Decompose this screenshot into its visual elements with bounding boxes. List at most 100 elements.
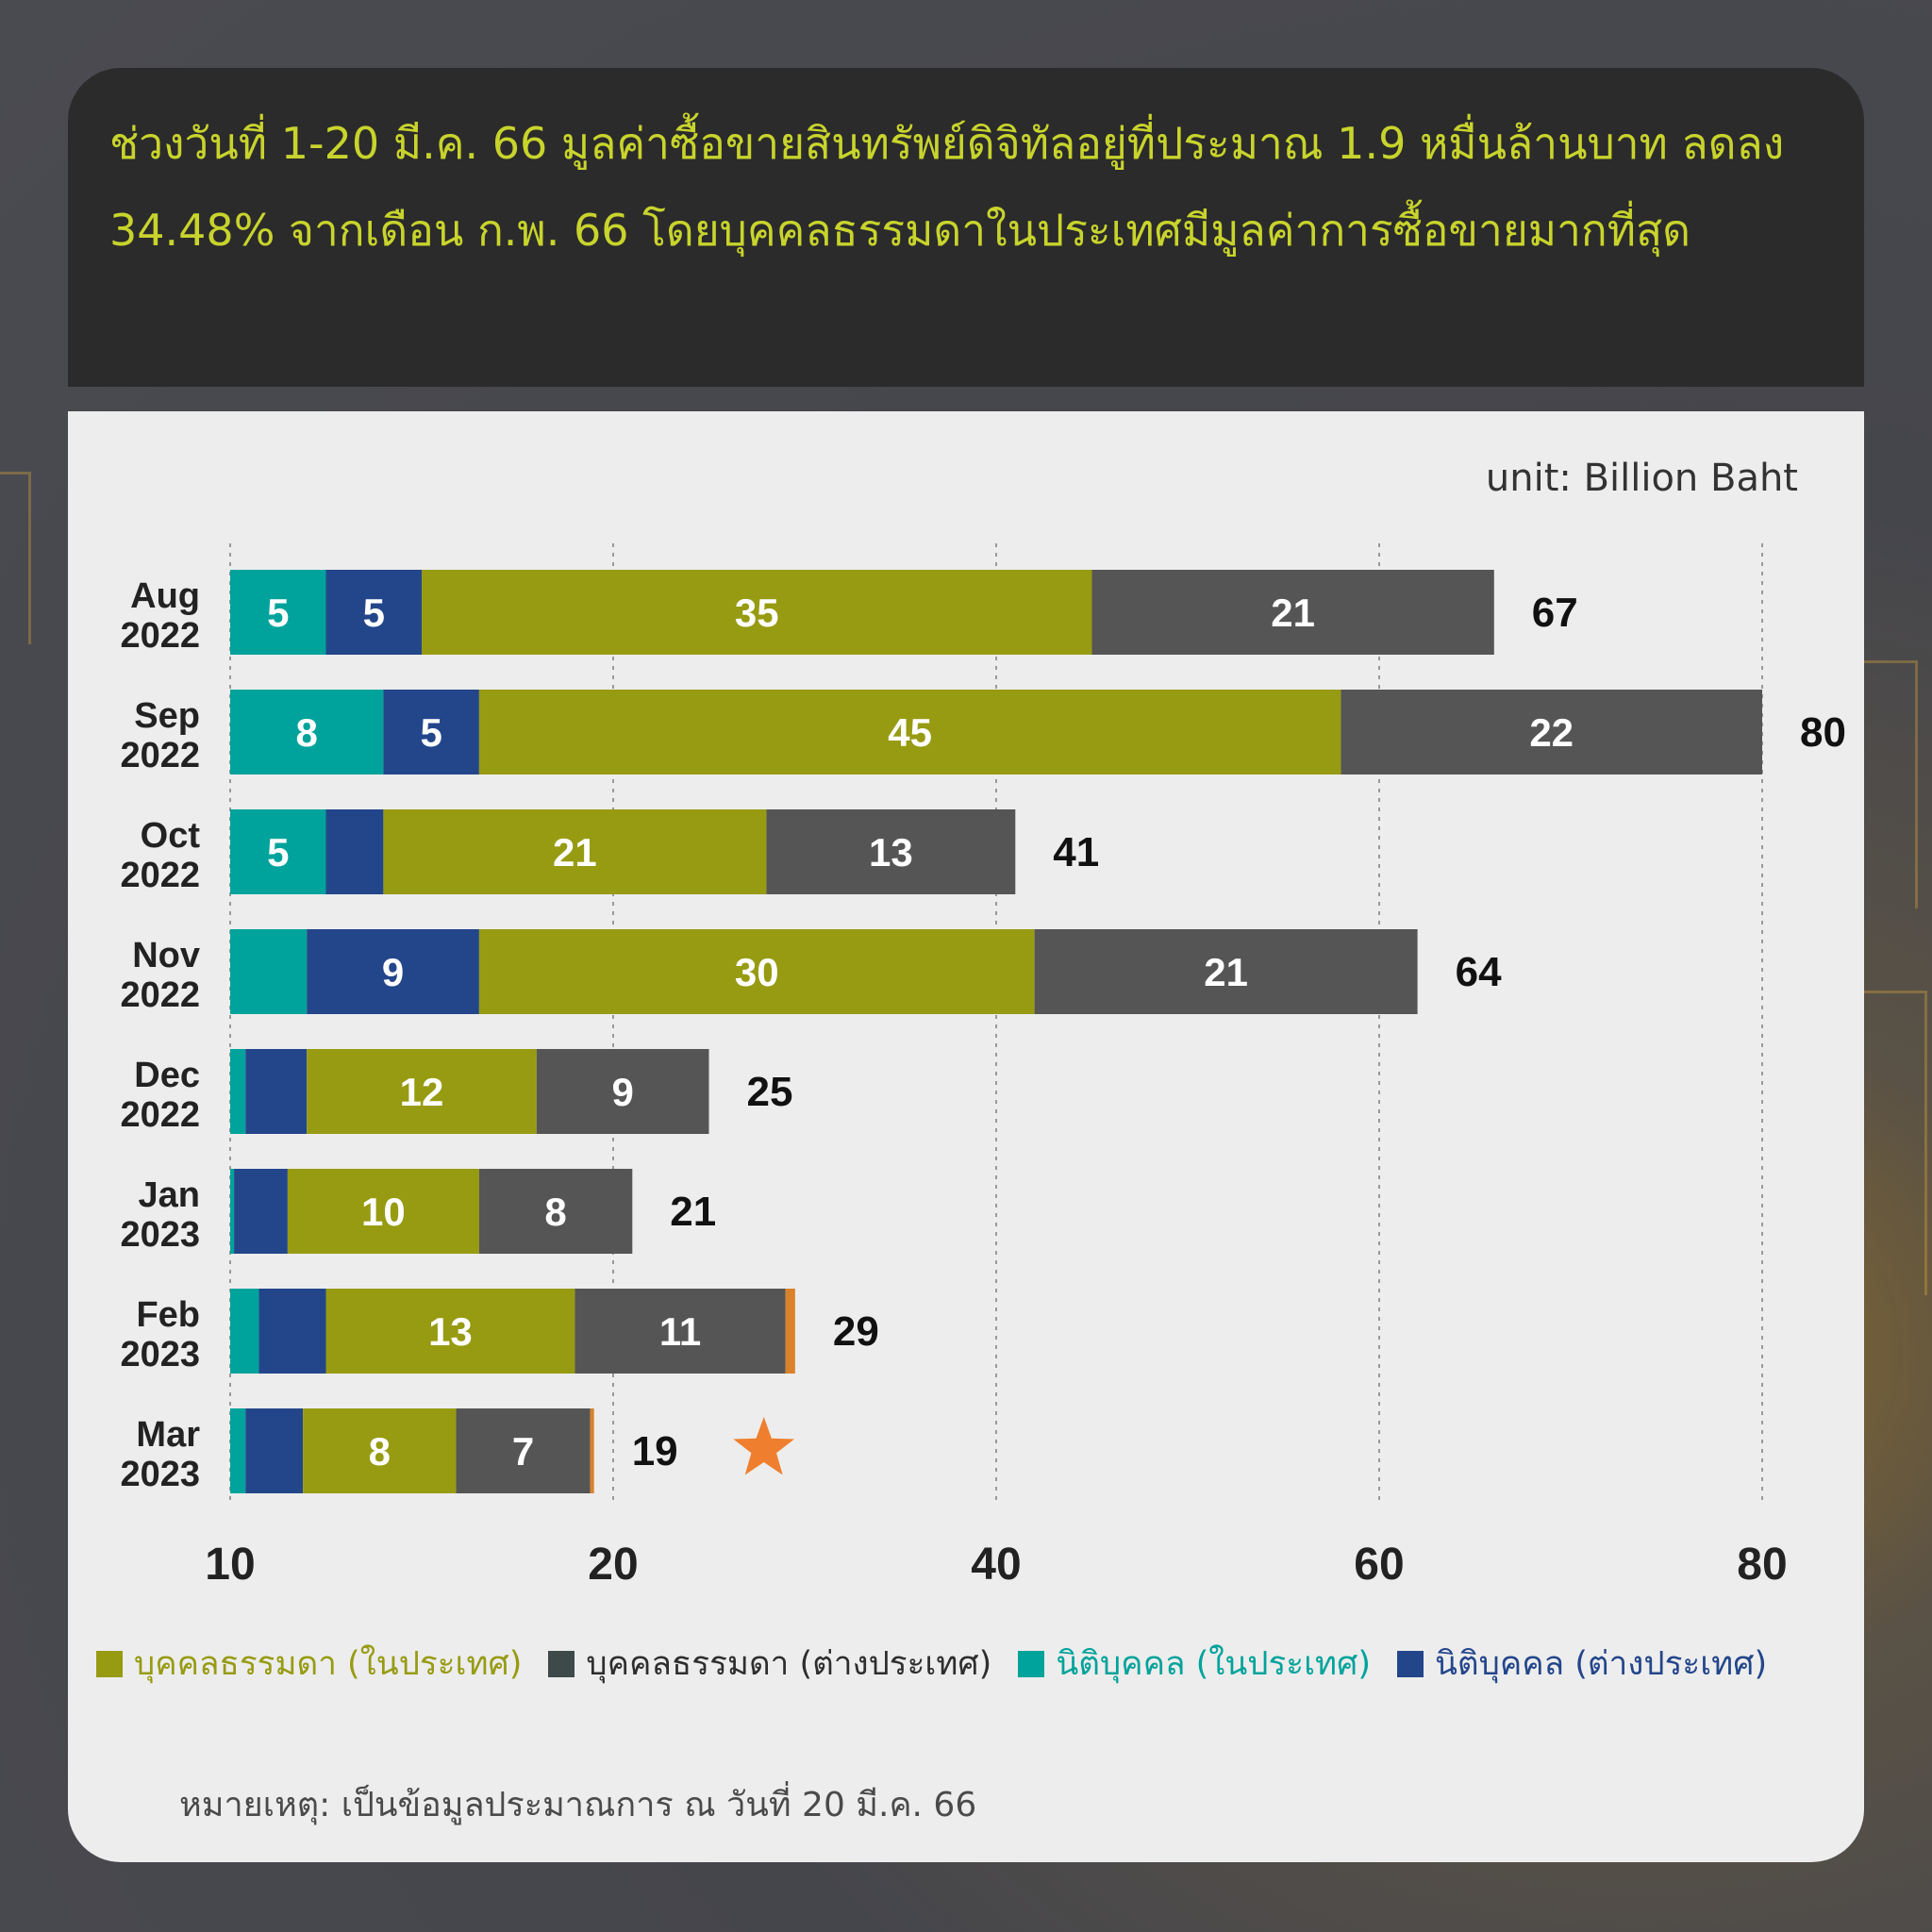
- legend-swatch: [96, 1650, 123, 1677]
- bar-total-label: 25: [747, 1069, 793, 1115]
- bar-value-label: 45: [888, 710, 932, 755]
- category-label: 2023: [120, 1455, 200, 1494]
- bar-segment: [478, 929, 1035, 1014]
- bar-segment: [245, 1408, 304, 1493]
- headline-panel: ช่วงวันที่ 1-20 มี.ค. 66 มูลค่าซื้อขายสิ…: [68, 68, 1864, 387]
- category-label: 2023: [120, 1335, 200, 1374]
- bar-total-label: 80: [1800, 709, 1846, 756]
- bar-value-label: 8: [544, 1190, 566, 1234]
- bar-value-label: 5: [267, 830, 289, 874]
- headline-text: ช่วงวันที่ 1-20 มี.ค. 66 มูลค่าซื้อขายสิ…: [109, 118, 1785, 256]
- bar-segment: [383, 809, 767, 894]
- circuit-trace-decoration: [0, 472, 31, 644]
- category-label: 2023: [120, 1215, 200, 1255]
- bar-segment: [325, 809, 384, 894]
- bar-segment: [456, 1408, 591, 1493]
- bar-segment: [590, 1408, 594, 1493]
- legend-item: บุคคลธรรมดา (ต่างประเทศ): [548, 1638, 991, 1690]
- category-label: 2022: [120, 736, 200, 775]
- bar-value-label: 5: [267, 591, 289, 635]
- bar-value-label: 22: [1529, 710, 1574, 755]
- bar-segment: [766, 809, 1016, 894]
- bar-segment: [230, 809, 326, 894]
- bar-segment: [230, 1408, 246, 1493]
- bar-segment: [422, 570, 1092, 655]
- bar-segment: [307, 929, 479, 1014]
- bar-segment: [478, 1169, 633, 1254]
- category-label: Nov: [132, 936, 200, 975]
- bar-value-label: 13: [428, 1309, 473, 1354]
- category-label: 2022: [120, 856, 200, 895]
- bar-value-label: 8: [296, 710, 318, 755]
- bar-segment: [307, 1049, 537, 1134]
- category-label: Feb: [136, 1295, 200, 1335]
- footnote: หมายเหตุ: เป็นข้อมูลประมาณการ ณ วันที่ 2…: [179, 1786, 977, 1824]
- category-label: 2022: [120, 616, 200, 656]
- category-label: 2022: [120, 975, 200, 1015]
- category-label: Dec: [134, 1056, 200, 1095]
- legend-item: นิติบุคคล (ในประเทศ): [1018, 1638, 1371, 1690]
- bar-value-label: 11: [659, 1309, 701, 1354]
- legend-swatch: [1396, 1650, 1424, 1677]
- bar-segment: [258, 1289, 326, 1374]
- bar-value-label: 5: [420, 710, 441, 755]
- legend-swatch: [1018, 1650, 1045, 1677]
- bar-value-label: 7: [512, 1429, 534, 1474]
- bar-segment: [230, 929, 308, 1014]
- bar-value-label: 13: [869, 830, 913, 874]
- legend-swatch: [548, 1650, 575, 1677]
- category-label: Aug: [130, 576, 200, 616]
- bar-value-label: 10: [361, 1190, 406, 1234]
- bar-segment: [325, 1289, 575, 1374]
- x-tick-label: 80: [1737, 1540, 1787, 1590]
- bar-segment: [575, 1289, 786, 1374]
- bar-total-label: 41: [1053, 829, 1099, 875]
- bar-segment: [230, 570, 326, 655]
- x-tick-label: 20: [588, 1540, 638, 1590]
- category-label: Mar: [136, 1415, 200, 1455]
- bar-total-label: 29: [833, 1308, 879, 1355]
- bar-value-label: 35: [735, 591, 779, 635]
- legend-item: บุคคลธรรมดา (ในประเทศ): [96, 1638, 522, 1690]
- legend-label: บุคคลธรรมดา (ต่างประเทศ): [586, 1645, 992, 1683]
- bar-segment: [234, 1169, 288, 1254]
- bar-total-label: 21: [670, 1189, 716, 1235]
- bar-segment: [230, 1289, 259, 1374]
- bar-total-label: 64: [1456, 949, 1502, 995]
- bar-segment: [536, 1049, 709, 1134]
- bar-segment: [230, 1049, 246, 1134]
- bar-value-label: 9: [611, 1070, 633, 1114]
- chart-legend: บุคคลธรรมดา (ในประเทศ) บุคคลธรรมดา (ต่าง…: [96, 1638, 1767, 1690]
- bar-total-label: 67: [1532, 590, 1578, 636]
- bar-value-label: 5: [363, 591, 385, 635]
- bar-segment: [1091, 570, 1494, 655]
- bar-value-label: 21: [553, 830, 597, 874]
- unit-label: unit: Billion Baht: [1485, 457, 1798, 500]
- legend-label: นิติบุคคล (ต่างประเทศ): [1434, 1645, 1768, 1683]
- bar-value-label: 21: [1204, 950, 1248, 994]
- legend-label: นิติบุคคล (ในประเทศ): [1056, 1645, 1371, 1683]
- bar-segment: [230, 690, 384, 774]
- bar-segment: [478, 690, 1341, 774]
- category-label: Oct: [141, 816, 201, 856]
- bar-segment: [287, 1169, 479, 1254]
- bar-total-label: 19: [632, 1428, 678, 1474]
- bar-segment: [1341, 690, 1762, 774]
- bar-value-label: 9: [382, 950, 404, 994]
- category-label: Sep: [134, 696, 200, 736]
- bar-segment: [245, 1049, 308, 1134]
- category-label: Jan: [139, 1175, 200, 1215]
- chart-card: unit: Billion Baht 10 20 40 60 80 Aug 2022 5 5 35…: [68, 411, 1864, 1862]
- bar-segment: [230, 1169, 235, 1254]
- legend-item: นิติบุคคล (ต่างประเทศ): [1396, 1638, 1768, 1690]
- bar-segment: [325, 570, 422, 655]
- legend-label: บุคคลธรรมดา (ในประเทศ): [134, 1645, 523, 1683]
- bar-segment: [785, 1289, 795, 1374]
- bar-segment: [303, 1408, 457, 1493]
- star-icon: [733, 1417, 794, 1475]
- bar-segment: [1034, 929, 1418, 1014]
- bar-value-label: 8: [369, 1429, 391, 1474]
- bar-value-label: 12: [400, 1070, 444, 1114]
- bar-segment: [383, 690, 479, 774]
